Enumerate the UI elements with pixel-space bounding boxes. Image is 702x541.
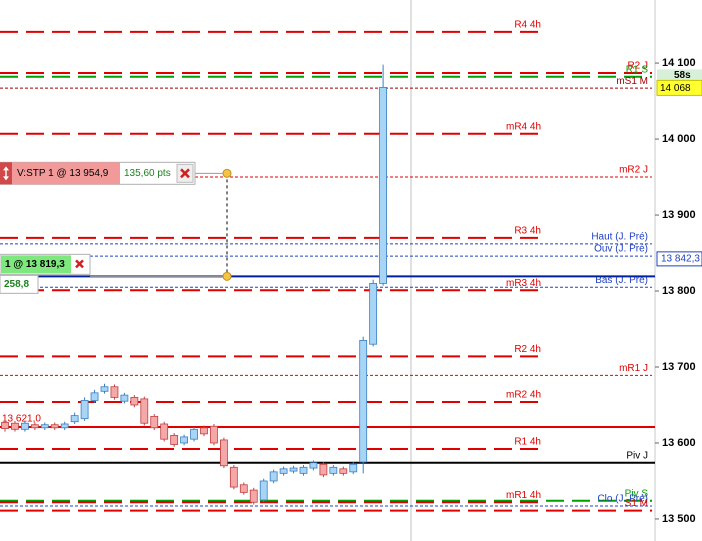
level-label: Haut (J. Pré)	[591, 232, 648, 243]
candle-body	[289, 467, 298, 472]
candle-body	[150, 415, 159, 429]
level-label: mR2 4h	[506, 390, 541, 401]
level-label: Bas (J. Pré)	[595, 275, 648, 286]
candle-body	[90, 392, 99, 401]
level-label: mS1 M	[616, 76, 648, 87]
y-tick-label: 13 600	[662, 437, 696, 449]
level-label: R3 4h	[514, 225, 541, 236]
candle-body	[120, 394, 129, 402]
candle-body	[60, 423, 69, 429]
level-label: mR2 J	[619, 165, 648, 176]
candle-body	[70, 415, 79, 423]
candle-body	[170, 434, 179, 445]
candle-body	[80, 400, 89, 420]
position-label: 1 @ 13 819,3	[5, 259, 65, 270]
level-label: mR1 J	[619, 363, 648, 374]
candle-body	[319, 463, 328, 476]
last-tag	[656, 251, 702, 267]
y-tick-label: 14 000	[662, 133, 696, 145]
candle-body	[219, 439, 228, 467]
orders: V:STP 1 @ 13 954,9 135,60 pts 1 @ 13 819,3…	[0, 161, 232, 294]
candle-body	[349, 463, 358, 473]
candle-body	[30, 424, 39, 429]
candle-body	[110, 386, 119, 398]
level-label: R4 4h	[514, 20, 541, 31]
price-tag	[656, 79, 702, 96]
timer-tag	[657, 69, 702, 81]
candle-body	[1, 422, 9, 429]
level-label: R2 J	[627, 61, 648, 72]
y-tick-label: 13 900	[662, 209, 696, 221]
level-label: R2 4h	[514, 344, 541, 355]
candle-body	[229, 466, 238, 488]
order-label-bg	[12, 162, 120, 185]
candle-body	[140, 398, 149, 424]
candle-body	[50, 424, 59, 429]
order-label: V:STP 1 @ 13 954,9	[17, 168, 109, 179]
candles	[1, 64, 388, 505]
level-label: mR3 4h	[506, 278, 541, 289]
level-label: S1 M	[625, 498, 648, 509]
candle-body	[180, 436, 189, 444]
level-label: mR4 4h	[506, 121, 541, 132]
order-points: 135,60 pts	[124, 168, 171, 179]
candle-body	[130, 396, 139, 406]
position-label-bg	[1, 255, 71, 274]
y-tick-label: 13 700	[662, 361, 696, 373]
candle-body	[329, 466, 338, 474]
level-label: 13 621,0	[2, 414, 41, 425]
candle-body	[279, 468, 288, 474]
level-label: Ouv (J. Pré)	[594, 244, 648, 255]
candle-body	[379, 86, 388, 284]
axis-labels: 14 100 14 000 13 900 13 800 13 700 13 600 13 5…	[655, 57, 702, 525]
candle-body	[299, 466, 308, 474]
level-label: mR1 4h	[506, 490, 541, 501]
position-pnl-box	[0, 274, 39, 294]
candle-body	[339, 468, 348, 474]
price-label: 14 068	[660, 83, 691, 94]
close-icon	[180, 168, 190, 179]
candle-body	[369, 283, 378, 345]
candle-body	[259, 480, 268, 501]
position-pnl: 258,8	[4, 279, 29, 290]
candle-body	[239, 484, 248, 493]
candle-body	[210, 425, 218, 444]
candle-body	[359, 340, 368, 463]
candle-body	[190, 428, 198, 440]
candle-body	[200, 427, 208, 435]
candle-body	[11, 422, 19, 430]
candle-body	[269, 471, 278, 482]
candle-body	[100, 386, 109, 392]
order-handle[interactable]	[222, 271, 232, 281]
y-tick-label: 13 500	[662, 513, 696, 525]
y-tick-label: 13 800	[662, 285, 696, 297]
close-icon	[75, 259, 84, 269]
candle-body	[160, 423, 169, 440]
candle-body	[40, 424, 49, 429]
candle-body	[249, 489, 258, 503]
level-label: R1 S	[626, 64, 649, 75]
level-label: Piv S	[625, 488, 649, 499]
y-tick-label: 14 100	[662, 57, 696, 69]
level-label: R1 4h	[514, 437, 541, 448]
candle-body	[20, 422, 29, 430]
timer: 58s	[674, 70, 691, 81]
drag-icon	[3, 166, 9, 181]
last-label: 13 842,3	[661, 254, 700, 265]
level-label: Clo (J. Pré)	[597, 494, 648, 505]
candle-body	[309, 462, 318, 469]
order-handle[interactable]	[222, 168, 232, 178]
level-label: Piv J	[626, 450, 648, 461]
